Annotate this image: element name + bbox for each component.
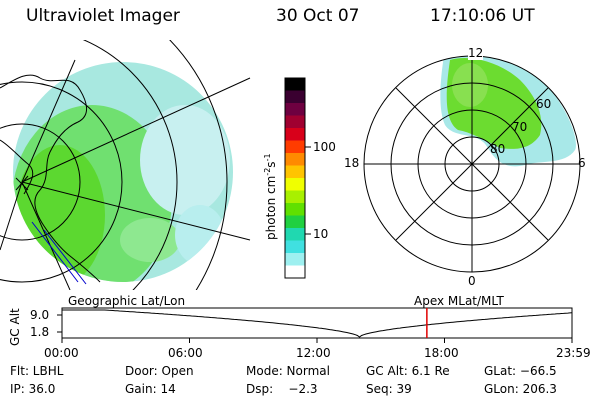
mlt-label-12: 12 — [468, 46, 484, 60]
colorbar-swatch — [285, 78, 305, 91]
colorbar-tick-100: 100 — [313, 140, 336, 154]
colorbar-swatch — [285, 215, 305, 229]
mlt-label-0: 0 — [468, 274, 476, 288]
gc-alt-axis-title: GC Alt — [8, 308, 22, 346]
colorbar-swatch — [285, 190, 305, 204]
status-flt: Flt: LBHL — [10, 364, 64, 378]
apex-label: Apex MLat/MLT — [414, 294, 504, 308]
geographic-image — [0, 40, 251, 290]
status-ip: IP: 36.0 — [10, 382, 56, 396]
colorbar — [285, 78, 305, 279]
colorbar-swatch — [285, 178, 305, 191]
geographic-label: Geographic Lat/Lon — [68, 294, 186, 308]
colorbar-swatch — [285, 103, 305, 116]
lat-label-60: 60 — [536, 97, 552, 111]
date-label: 30 Oct 07 — [276, 6, 360, 26]
colorbar-swatch — [285, 140, 305, 154]
colorbar-swatch — [285, 265, 305, 279]
x-tick-2359: 23:59 — [556, 346, 591, 360]
status-mode: Mode: Normal — [246, 364, 330, 378]
lat-label-70: 70 — [512, 120, 528, 134]
mlt-label-18: 18 — [344, 156, 360, 170]
colorbar-swatch — [285, 153, 305, 166]
status-gain: Gain: 14 — [125, 382, 176, 396]
colorbar-tick-10: 10 — [313, 227, 329, 241]
instrument-title: Ultraviolet Imager — [26, 6, 180, 26]
colorbar-swatch — [285, 128, 305, 141]
x-tick-0600: 06:00 — [168, 346, 203, 360]
status-door: Door: Open — [125, 364, 194, 378]
polar-plot — [363, 55, 581, 273]
y-tick-high: 9.0 — [30, 308, 50, 322]
mlt-label-6: 6 — [578, 156, 586, 170]
colorbar-swatch — [285, 90, 305, 104]
colorbar-swatch — [285, 203, 305, 216]
time-label: 17:10:06 UT — [430, 6, 535, 26]
colorbar-swatch — [285, 228, 305, 241]
status-seq: Seq: 39 — [366, 382, 412, 396]
y-tick-low: 1.8 — [30, 325, 50, 339]
colorbar-swatch — [285, 253, 305, 266]
lat-label-80: 80 — [490, 142, 506, 156]
colorbar-swatch — [285, 115, 305, 129]
x-tick-0000: 00:00 — [44, 346, 79, 360]
status-glat: GLat: −66.5 — [484, 364, 557, 378]
status-dsp: Dsp: −2.3 — [246, 382, 318, 396]
colorbar-swatch — [285, 165, 305, 179]
x-tick-1200: 12:00 — [296, 346, 331, 360]
colorbar-swatch — [285, 240, 305, 254]
colorbar-unit-label: photon cm-2s-1 — [263, 153, 278, 240]
x-tick-1800: 18:00 — [424, 346, 459, 360]
status-glon: GLon: 206.3 — [484, 382, 557, 396]
status-gc-alt: GC Alt: 6.1 Re — [366, 364, 450, 378]
timeline-panel — [57, 307, 573, 343]
